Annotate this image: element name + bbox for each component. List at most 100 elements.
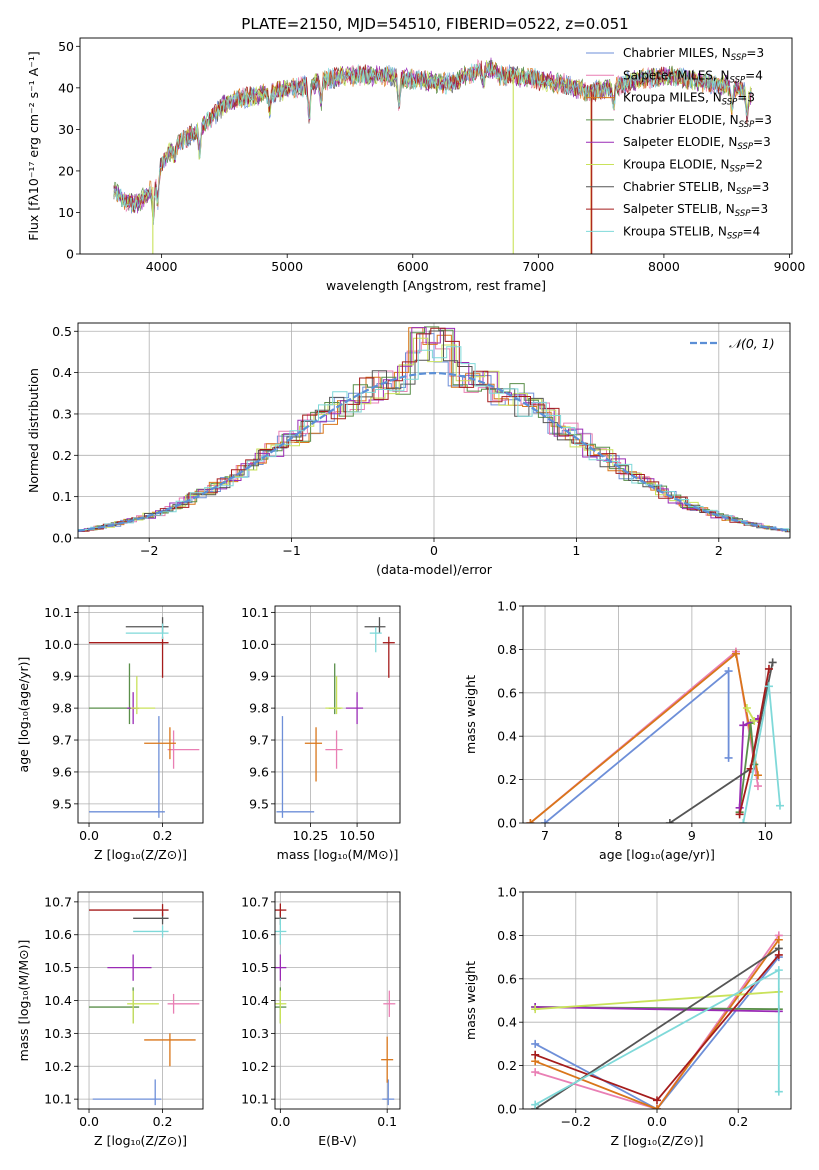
- data-point: [753, 771, 762, 780]
- x-tick-label: 2: [715, 543, 723, 558]
- y-axis-label: mass weight: [463, 961, 478, 1040]
- legend-series-name: Kroupa STELIB: [623, 224, 710, 238]
- x-tick-label: 0.0: [79, 1114, 99, 1129]
- series-line: [535, 990, 779, 1011]
- y-tick-label: 10.5: [241, 960, 269, 975]
- x-tick-label: 0.2: [728, 1114, 748, 1129]
- legend-series-name: Chabrier STELIB: [623, 180, 719, 194]
- series-salpeter-stelib: [735, 664, 773, 819]
- y-tick-label: 10.6: [241, 927, 269, 942]
- x-tick-label: −1: [282, 543, 300, 558]
- chart-mass_vs_ebv: 0.0 0.1 10.1 10.2 10.3 10.4 10.5 10.6 10.7 E(B-V): [241, 891, 401, 1148]
- histogram-kroupa-stelib: [78, 346, 790, 532]
- data-point: [768, 658, 777, 667]
- x-tick-label: 10.25: [293, 828, 329, 843]
- data-point: [531, 1005, 540, 1014]
- point-kroupa-stelib: [275, 918, 287, 945]
- y-tick-label: 9.8: [249, 701, 269, 716]
- legend-nssp: 3: [764, 113, 772, 127]
- legend-series-name: Salpeter STELIB: [623, 202, 718, 216]
- data-point: [753, 782, 762, 791]
- y-axis-label: mass weight: [463, 675, 478, 754]
- legend-series-name: Salpeter MILES: [623, 68, 713, 82]
- y-tick-label: 1.0: [497, 885, 517, 900]
- data-point: [653, 1105, 661, 1109]
- data-point: [653, 1096, 661, 1105]
- series-salpeter-stelib: [531, 950, 783, 1105]
- x-axis-label: age [log₁₀(age/yr)]: [599, 847, 715, 862]
- legend-nssp: 3: [756, 46, 764, 60]
- point-chabrier-miles: [92, 1079, 162, 1106]
- legend-entry-normal: 𝒩(0, 1): [729, 336, 775, 351]
- plot-area: [89, 904, 200, 1106]
- point-kroupa-elodie: [130, 676, 156, 715]
- point-salpeter-stelib: [89, 636, 169, 678]
- y-tick-label: 0: [66, 247, 74, 262]
- x-axis-label: Z [log₁₀(Z/Z⊙)]: [94, 847, 187, 862]
- data-point: [764, 682, 773, 691]
- x-tick-label: 9000: [774, 259, 806, 274]
- y-tick-label: 0.1: [52, 489, 72, 504]
- y-tick-label: 10.6: [44, 927, 72, 942]
- legend-series-name: Kroupa ELODIE: [623, 158, 713, 172]
- y-tick-label: 0.3: [52, 406, 72, 421]
- series-line: [669, 662, 774, 823]
- y-tick-label: 10.5: [44, 960, 72, 975]
- y-axis-label: Normed distribution: [26, 368, 41, 493]
- series-kroupa-miles: [531, 935, 783, 1109]
- point-salpeter-elodie: [275, 954, 287, 981]
- y-tick-label: 0.4: [497, 729, 517, 744]
- x-tick-label: 8: [614, 828, 622, 843]
- point-chabrier-stelib: [364, 617, 386, 633]
- data-point: [735, 810, 744, 819]
- y-tick-label: 10.4: [44, 993, 72, 1008]
- point-salpeter-stelib: [89, 904, 169, 917]
- y-tick-label: 0.4: [497, 1015, 517, 1030]
- spectrum-kroupa-stelib: [113, 63, 752, 223]
- data-point: [775, 801, 784, 810]
- x-axis-label: E(B-V): [318, 1133, 357, 1148]
- data-point: [724, 667, 733, 676]
- point-chabrier-elodie: [89, 987, 140, 1024]
- plot-area: [275, 903, 396, 1106]
- axes-frame: [77, 605, 204, 824]
- data-point: [774, 935, 783, 944]
- legend-series-name: Chabrier MILES: [623, 46, 714, 60]
- chart-age_vs_z: 0.0 0.2 9.5 9.6 9.7 9.8 9.9 10.0 10.1 Z [log₁₀(Z/…: [16, 605, 204, 862]
- x-tick-label: 0.2: [153, 1114, 173, 1129]
- x-axis-label: Z [log₁₀(Z/Z⊙)]: [611, 1133, 704, 1148]
- point-kroupa-miles: [304, 727, 323, 782]
- y-tick-label: 40: [58, 80, 74, 95]
- y-tick-label: 10.4: [241, 993, 269, 1008]
- y-tick-label: 0.0: [497, 1102, 517, 1117]
- y-tick-label: 50: [58, 39, 74, 54]
- y-tick-label: 10.7: [241, 894, 269, 909]
- y-tick-label: 10.0: [241, 637, 269, 652]
- data-point: [526, 819, 535, 823]
- point-salpeter-miles: [325, 730, 343, 769]
- x-tick-label: 1: [572, 543, 580, 558]
- point-salpeter-stelib: [382, 636, 395, 678]
- series-kroupa-elodie: [742, 703, 759, 726]
- y-tick-label: 9.5: [52, 796, 72, 811]
- y-tick-label: 10: [58, 205, 74, 220]
- series-salpeter-miles: [526, 647, 762, 823]
- data-point: [764, 664, 773, 673]
- axes-frame: [77, 891, 204, 1110]
- histogram-salpeter-elodie: [78, 327, 790, 532]
- y-tick-label: 9.6: [52, 764, 72, 779]
- series-line: [544, 669, 730, 823]
- y-tick-label: 0.2: [497, 1058, 517, 1073]
- data-point: [531, 1068, 540, 1077]
- point-salpeter-elodie: [107, 954, 152, 981]
- chart-spectrum: 4000 5000 6000 7000 8000 9000 0 10 20 30 40 50 wavel…: [26, 37, 806, 293]
- y-tick-label: 10.1: [241, 1092, 269, 1107]
- x-tick-label: 0.0: [79, 828, 99, 843]
- data-point: [531, 1039, 540, 1048]
- point-kroupa-miles: [144, 1033, 196, 1067]
- legend-entry-kroupa-stelib: Kroupa STELIB, NSSP=4: [623, 224, 760, 241]
- x-tick-label: 8000: [648, 259, 680, 274]
- plot-area: [78, 326, 790, 533]
- legend-nssp: 3: [747, 91, 755, 105]
